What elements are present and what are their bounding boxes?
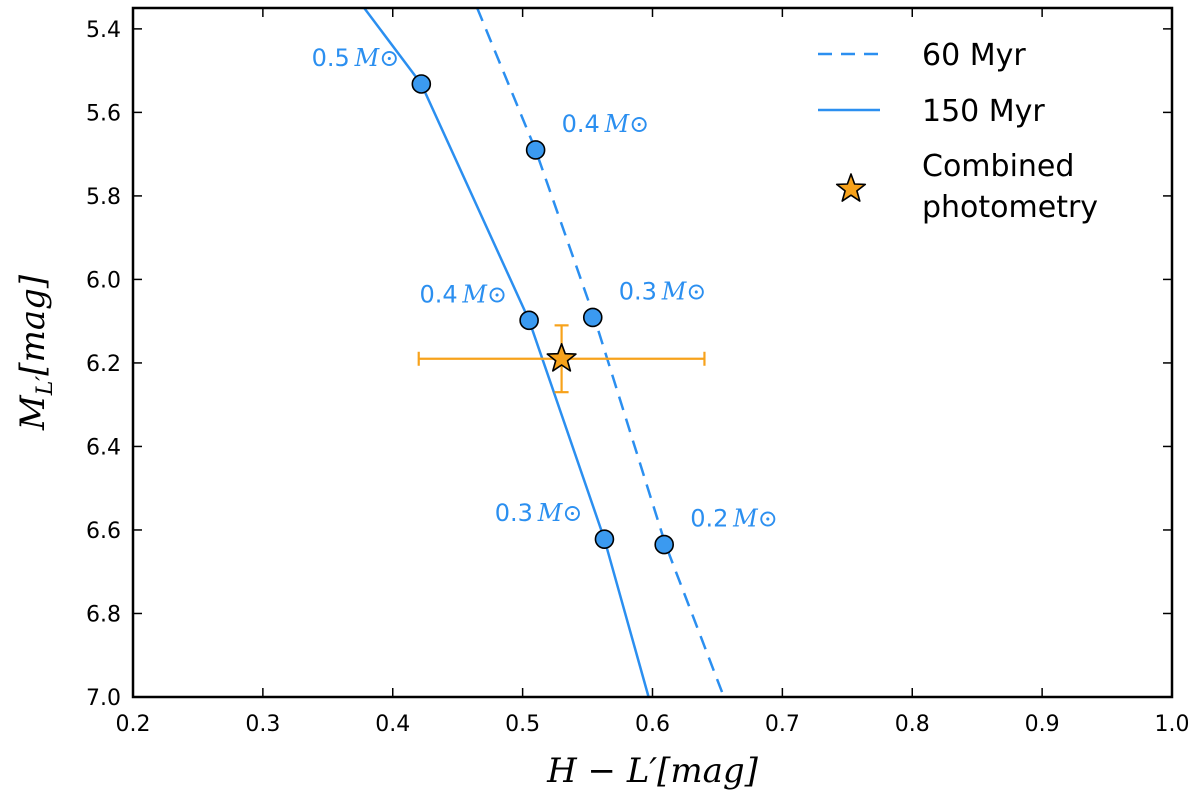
tick-layer: 0.2 0.3 0.4 0.5 0.6 0.7 0.8 0.9 1.0 5.4 5.6 5.8 6.0 6…: [86, 8, 1190, 737]
y-axis-title-unit: [mag]: [13, 274, 53, 376]
mass-label: 0.4 M⊙: [562, 110, 650, 138]
label-layer: 0.5 M⊙0.4 M⊙0.4 M⊙ 0.3 M⊙0.3 M⊙ 0.2 M⊙: [312, 44, 778, 533]
legend-label-combined-line1: Combined: [922, 149, 1074, 184]
x-tick-label: 0.9: [1025, 712, 1060, 737]
x-tick-label: 0.5: [505, 712, 540, 737]
y-axis-title-main: M: [13, 394, 53, 431]
combined-photometry-star-icon: [546, 342, 577, 372]
mass-label-value: 0.4: [562, 110, 605, 138]
mass-label: 0.3 M⊙: [619, 277, 707, 305]
y-tick-label: 5.6: [86, 101, 121, 126]
y-tick-label: 6.6: [86, 519, 121, 544]
mass-label-value: 0.3: [619, 277, 662, 305]
legend: 60 Myr 150 Myr Combined photometry: [818, 38, 1098, 225]
legend-label-150myr: 150 Myr: [922, 94, 1045, 129]
mass-point-marker: [654, 534, 674, 555]
mass-point-marker: [411, 74, 432, 94]
legend-label-combined-line2: photometry: [922, 190, 1098, 225]
y-tick-label: 5.4: [86, 18, 121, 43]
mass-point-marker: [525, 140, 546, 160]
mass-label-value: 0.5: [312, 44, 355, 72]
mass-label-value: 0.3: [495, 499, 538, 527]
mass-label-unit: M⊙: [354, 44, 400, 72]
mass-label-value: 0.4: [419, 280, 462, 308]
x-tick-label: 1.0: [1155, 712, 1190, 737]
x-tick-label: 0.7: [765, 712, 800, 737]
y-axis-title-subscript: L′: [33, 376, 58, 397]
legend-star-icon: [835, 173, 867, 202]
y-tick-label: 6.0: [86, 268, 121, 293]
mass-label: 0.5 M⊙: [312, 44, 400, 72]
y-axis-title-group: ML′[mag]: [13, 274, 58, 431]
x-tick-label: 0.4: [375, 712, 410, 737]
mass-point-marker: [594, 529, 615, 549]
marker-layer: [411, 74, 706, 555]
y-tick-label: 6.2: [86, 352, 121, 377]
y-tick-label: 7.0: [86, 686, 121, 711]
legend-label-60myr: 60 Myr: [922, 38, 1026, 73]
mass-label-unit: M⊙: [661, 277, 707, 305]
mass-label: 0.2 M⊙: [690, 505, 778, 533]
mass-label-unit: M⊙: [732, 505, 778, 533]
mass-label: 0.4 M⊙: [419, 280, 507, 308]
y-axis-title: ML′[mag]: [13, 274, 58, 431]
mass-label: 0.3 M⊙: [495, 499, 583, 527]
y-tick-label: 6.4: [86, 435, 121, 460]
mass-point-marker: [582, 307, 603, 328]
x-tick-label: 0.3: [245, 712, 280, 737]
mass-label-value: 0.2: [690, 505, 733, 533]
mass-point-marker: [519, 310, 539, 331]
mass-label-unit: M⊙: [461, 280, 507, 308]
mass-label-unit: M⊙: [537, 499, 583, 527]
x-axis-title: H − L′[mag]: [546, 751, 759, 791]
axis-titles: H − L′[mag] ML′[mag]: [13, 274, 759, 791]
y-tick-label: 6.8: [86, 602, 121, 627]
x-tick-label: 0.6: [635, 712, 670, 737]
x-tick-label: 0.8: [895, 712, 930, 737]
mass-label-unit: M⊙: [604, 110, 650, 138]
y-tick-label: 5.8: [86, 185, 121, 210]
x-tick-label: 0.2: [116, 712, 151, 737]
